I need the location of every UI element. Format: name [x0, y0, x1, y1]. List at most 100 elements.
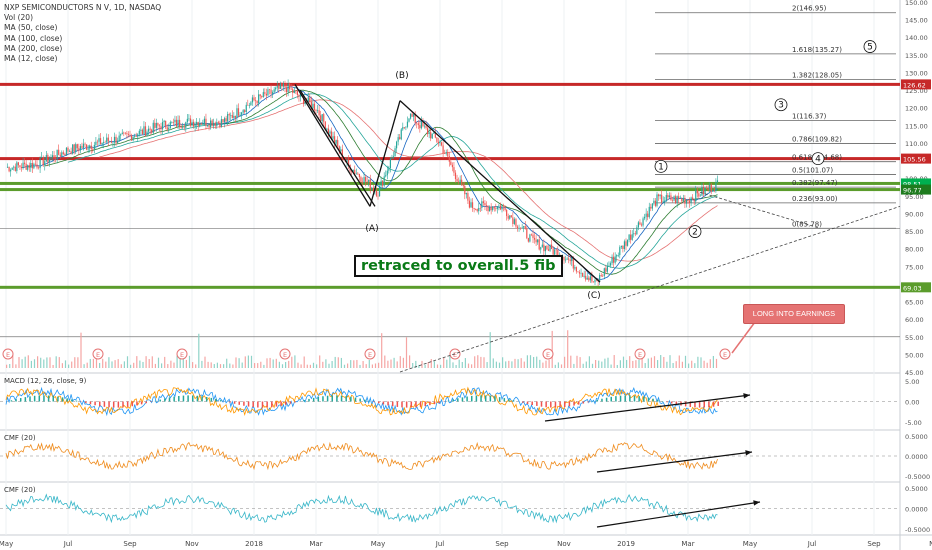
price-axis[interactable]: 150.00 145.00 140.00 135.00 130.00 125.00 120.… [901, 0, 931, 377]
candle-body [143, 126, 145, 135]
macd-histogram-bar [238, 401, 240, 405]
candle-body [117, 141, 119, 143]
candle-body [453, 167, 455, 173]
candle-body [306, 101, 308, 103]
macd-histogram-bar [657, 399, 659, 402]
volume-bar [378, 362, 380, 368]
volume-bar [427, 362, 429, 368]
macd-histogram-bar [154, 400, 157, 402]
candle-body [382, 180, 384, 186]
candle-body [196, 121, 198, 125]
candle-body [473, 208, 475, 210]
macd-histogram-bar [643, 396, 645, 402]
candle-body [160, 126, 162, 130]
volume-bar [86, 362, 88, 368]
legend-volume[interactable]: Vol (20) [4, 13, 34, 23]
candle-body [10, 169, 12, 172]
time-axis[interactable]: May Jul Sep Nov 2018 Mar May Jul Sep Nov 2019 Mar Ma… [0, 540, 932, 548]
legend-ma100[interactable]: MA (100, close) [4, 33, 63, 43]
volume-bar [343, 364, 346, 368]
candle-body [616, 255, 618, 257]
candle-body [541, 244, 543, 248]
time-tick-label: Sep [495, 540, 509, 548]
earnings-marker [2, 348, 14, 360]
volume-bar [520, 358, 522, 368]
earnings-marker [92, 348, 104, 360]
volume-bar [688, 363, 690, 368]
volume-bar [148, 359, 150, 368]
volume-bar [440, 364, 442, 368]
callout-pointer [731, 321, 756, 354]
price-tick-label: 85.00 [905, 228, 924, 236]
legend-ma200[interactable]: MA (200, close) [4, 43, 63, 53]
price-tick-label: 135.00 [905, 52, 928, 60]
macd-histogram-bar [43, 395, 45, 402]
macd-histogram-bar [471, 395, 473, 402]
candle-body [475, 209, 477, 210]
volume-bar [517, 359, 519, 368]
volume-bar [678, 355, 680, 368]
volume-bar [647, 358, 649, 368]
volume-bar [393, 357, 395, 368]
earnings-marker [364, 348, 376, 360]
candle-body [704, 188, 706, 195]
candle-body [166, 127, 168, 130]
macd-histogram-bar [689, 401, 692, 408]
fib-label: 2(146.95) [792, 5, 827, 13]
earnings-marker-label: E [283, 351, 287, 359]
price-tick-label: 125.00 [905, 87, 928, 95]
macd-histogram-bar [29, 396, 31, 402]
candle-body [529, 234, 531, 242]
candle-body [270, 89, 272, 94]
cmf-pane-2: CMF (20) 0.5000 0.0000 -0.5000 [0, 485, 930, 534]
candle-body [434, 132, 436, 138]
volume-bar [64, 360, 67, 368]
candle-body [628, 234, 630, 240]
volume-bar [18, 357, 20, 368]
candle-body [211, 120, 213, 127]
volume-bar [715, 358, 718, 368]
candle-body [685, 199, 688, 204]
candle-body [304, 101, 306, 104]
candle-body [540, 247, 542, 250]
legend-ma50[interactable]: MA (50, close) [4, 23, 58, 33]
macd-histogram-bar [89, 401, 92, 405]
volume-bar [381, 333, 383, 368]
candle-body [247, 104, 249, 106]
candle-body [138, 130, 140, 135]
candle-body [440, 142, 443, 146]
volume-bar [421, 360, 423, 368]
candle-body [346, 159, 348, 163]
volume-bar [514, 358, 516, 368]
indicator-line [5, 386, 718, 417]
volume-bar [446, 359, 448, 368]
candle-body [265, 93, 267, 96]
candle-body [273, 89, 275, 93]
candle-body [622, 245, 624, 250]
candle-body [89, 145, 91, 149]
macd-histogram-bar [75, 400, 78, 402]
symbol-title[interactable]: NXP SEMICONDUCTORS N V, 1D, NASDAQ [4, 3, 162, 12]
macd-histogram-bar [140, 401, 143, 405]
candle-body [462, 184, 464, 187]
macd-histogram-bar [596, 399, 599, 402]
volume-bar [579, 357, 581, 368]
candle-body [354, 169, 356, 174]
candle-body [323, 114, 325, 122]
candle-body [396, 141, 398, 149]
volume-bar [480, 356, 482, 368]
candle-body [341, 149, 343, 160]
price-tick-label: 110.00 [905, 140, 928, 148]
macd-histogram-bar [33, 395, 36, 402]
candle-body [544, 245, 546, 252]
volume-bar [607, 357, 609, 368]
macd-histogram-bar [168, 397, 171, 402]
volume-bar [334, 356, 336, 368]
divergence-arrow [596, 501, 761, 528]
legend-ma12[interactable]: MA (12, close) [4, 54, 58, 64]
candle-body [386, 170, 388, 176]
volume-bar [706, 362, 708, 368]
support-line [0, 188, 900, 192]
earnings-marker-label: E [453, 351, 457, 359]
candle-body [358, 173, 360, 178]
